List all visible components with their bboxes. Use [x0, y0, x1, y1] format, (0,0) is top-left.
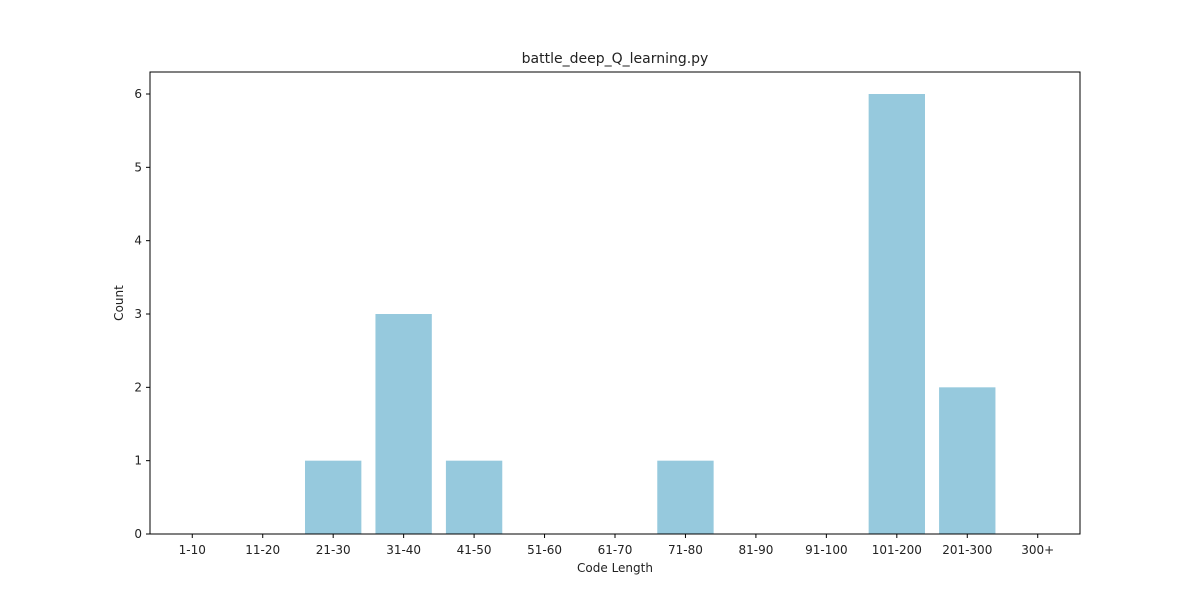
x-tick-label: 1-10: [179, 543, 206, 557]
bar-201-300: [939, 387, 996, 534]
x-tick-label: 91-100: [805, 543, 848, 557]
x-tick-label: 81-90: [738, 543, 773, 557]
x-tick-label: 61-70: [598, 543, 633, 557]
y-tick-label: 6: [134, 87, 142, 101]
y-tick-label: 4: [134, 234, 142, 248]
bars-layer: [305, 94, 996, 534]
bar-41-50: [445, 460, 503, 534]
x-tick-label: 300+: [1021, 543, 1054, 557]
y-axis: 0 1 2 3 4 5 6: [134, 87, 150, 541]
y-tick-label: 2: [134, 380, 142, 394]
x-tick-label: 101-200: [872, 543, 922, 557]
bar-31-40: [375, 314, 432, 534]
x-tick-label: 21-30: [316, 543, 351, 557]
y-tick-label: 0: [134, 527, 142, 541]
x-tick-label: 71-80: [668, 543, 703, 557]
x-tick-label: 201-300: [942, 543, 992, 557]
x-tick-label: 31-40: [386, 543, 421, 557]
x-tick-label: 41-50: [457, 543, 492, 557]
chart-title: battle_deep_Q_learning.py: [522, 51, 709, 67]
y-axis-label: Count: [112, 285, 126, 321]
x-tick-label: 51-60: [527, 543, 562, 557]
bar-101-200: [868, 94, 925, 534]
x-axis-label: Code Length: [577, 561, 653, 575]
x-axis: 1-10 11-20 21-30 31-40 41-50 51-60 61-70 71-80 8…: [179, 534, 1054, 557]
y-tick-label: 5: [134, 160, 142, 174]
bar-21-30: [305, 460, 362, 534]
bar-71-80: [657, 460, 714, 534]
x-tick-label: 11-20: [245, 543, 280, 557]
plot-frame: [149, 71, 1081, 535]
y-tick-label: 3: [134, 307, 142, 321]
y-tick-label: 1: [134, 454, 142, 468]
